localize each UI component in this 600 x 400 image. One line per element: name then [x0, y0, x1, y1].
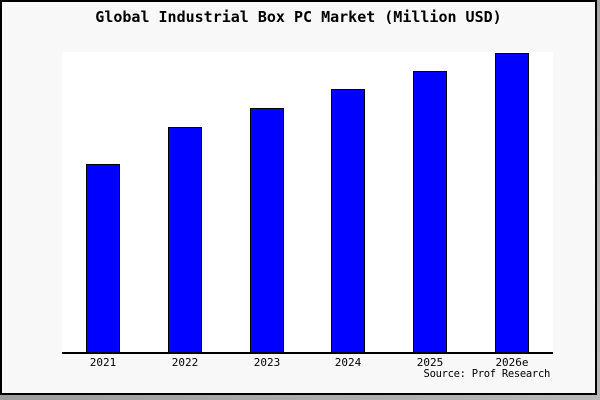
bar-2022: [168, 127, 202, 352]
x-tick-label-2023: 2023: [253, 356, 281, 369]
x-tick-label-2026e: 2026e: [495, 356, 529, 369]
chart-title: Global Industrial Box PC Market (Million…: [95, 8, 502, 26]
bar-2025: [413, 71, 447, 352]
x-tick-label-2021: 2021: [89, 356, 117, 369]
bar-2024: [331, 89, 365, 352]
x-tick-label-2022: 2022: [171, 356, 199, 369]
x-tick-label-2025: 2025: [416, 356, 444, 369]
x-tick-label-2024: 2024: [334, 356, 362, 369]
bar-2023: [250, 108, 284, 352]
source-credit: Source: Prof Research: [423, 368, 551, 380]
bar-2021: [86, 164, 120, 352]
plot-area: [62, 52, 553, 354]
bar-2026e: [495, 53, 529, 352]
